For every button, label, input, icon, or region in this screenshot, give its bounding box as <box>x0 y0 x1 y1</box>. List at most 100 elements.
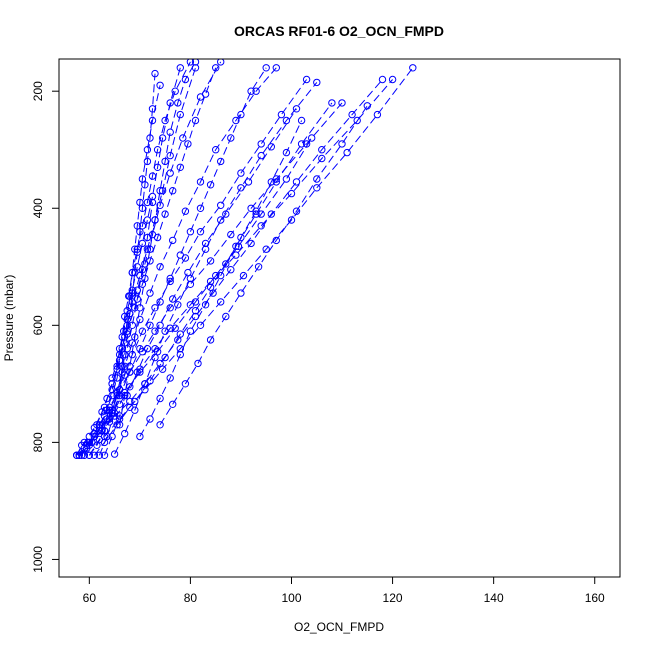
data-point <box>181 380 190 388</box>
data-point <box>90 432 99 441</box>
x-tick-label: 60 <box>83 591 97 605</box>
data-point <box>378 75 387 84</box>
data-point <box>143 198 152 207</box>
data-point <box>131 397 139 406</box>
data-point <box>297 140 306 148</box>
data-point <box>98 421 106 429</box>
data-point <box>136 345 144 353</box>
data-point <box>166 277 174 286</box>
y-axis-label: Pressure (mbar) <box>2 275 16 362</box>
series-line <box>104 108 297 456</box>
data-point <box>136 198 144 207</box>
data-point <box>151 69 159 78</box>
data-point <box>244 178 253 186</box>
data-point <box>161 353 169 362</box>
data-point <box>136 304 144 312</box>
data-point <box>184 268 192 277</box>
data-point <box>409 64 417 72</box>
data-point <box>108 380 116 388</box>
data-point <box>171 87 179 95</box>
data-point <box>282 175 291 183</box>
chart-title: ORCAS RF01-6 O2_OCN_FMPD <box>234 23 444 39</box>
data-point <box>292 178 301 186</box>
data-point <box>161 210 169 218</box>
data-point <box>308 134 316 142</box>
series-line <box>111 67 217 379</box>
data-point <box>166 374 174 382</box>
data-point <box>158 134 167 142</box>
series-19 <box>156 102 371 429</box>
series-line <box>76 67 181 456</box>
data-point <box>78 451 86 459</box>
data-point <box>252 210 260 218</box>
data-point <box>131 333 139 341</box>
data-point <box>201 301 210 309</box>
data-point <box>252 87 260 95</box>
data-point <box>143 146 152 154</box>
series-line <box>78 202 153 456</box>
data-point <box>287 189 296 198</box>
data-point <box>126 292 134 300</box>
series-20 <box>108 64 220 382</box>
data-point <box>169 295 177 303</box>
data-point <box>217 201 225 210</box>
data-point <box>313 78 321 87</box>
data-point <box>100 432 109 441</box>
data-point <box>212 146 220 154</box>
data-point <box>133 368 142 376</box>
data-point <box>123 315 131 324</box>
data-point <box>176 110 185 119</box>
data-point <box>141 380 149 388</box>
data-point <box>272 178 280 186</box>
data-point <box>121 391 129 400</box>
x-axis-label: O2_OCN_FMPD <box>294 620 384 634</box>
data-point <box>191 59 200 66</box>
data-point <box>252 207 260 215</box>
data-point <box>128 321 137 329</box>
data-point <box>217 216 225 224</box>
data-point <box>262 64 270 72</box>
data-point <box>272 64 280 72</box>
data-point <box>158 187 167 195</box>
data-point <box>169 236 177 245</box>
data-point <box>297 116 306 125</box>
data-point <box>123 391 131 400</box>
data-point <box>217 271 225 280</box>
series-21 <box>75 198 157 459</box>
data-point <box>174 301 182 309</box>
data-point <box>138 280 147 288</box>
data-point <box>121 429 129 438</box>
data-point <box>328 99 336 107</box>
data-point <box>161 157 169 166</box>
data-point <box>176 163 185 172</box>
data-point <box>133 222 142 230</box>
data-point <box>201 239 210 248</box>
data-point <box>277 110 286 119</box>
data-point <box>227 230 235 239</box>
data-point <box>118 368 126 376</box>
plot-frame <box>58 58 621 578</box>
data-point <box>115 350 124 359</box>
data-point <box>254 263 263 271</box>
data-point <box>179 134 187 142</box>
data-point <box>136 432 144 441</box>
data-point <box>338 140 346 148</box>
series-line <box>159 105 368 426</box>
data-point <box>166 151 174 160</box>
data-point <box>267 178 275 186</box>
series-line <box>94 67 414 456</box>
data-point <box>196 228 205 236</box>
data-point <box>131 245 139 253</box>
data-point <box>156 187 164 195</box>
data-point <box>169 187 177 195</box>
data-point <box>272 236 280 245</box>
series-22 <box>100 105 301 459</box>
data-point <box>257 140 265 148</box>
data-point <box>206 181 215 189</box>
data-point <box>186 59 195 66</box>
data-point <box>138 175 147 183</box>
x-tick-label: 160 <box>585 591 605 605</box>
data-point <box>143 345 152 353</box>
data-point <box>206 336 215 344</box>
